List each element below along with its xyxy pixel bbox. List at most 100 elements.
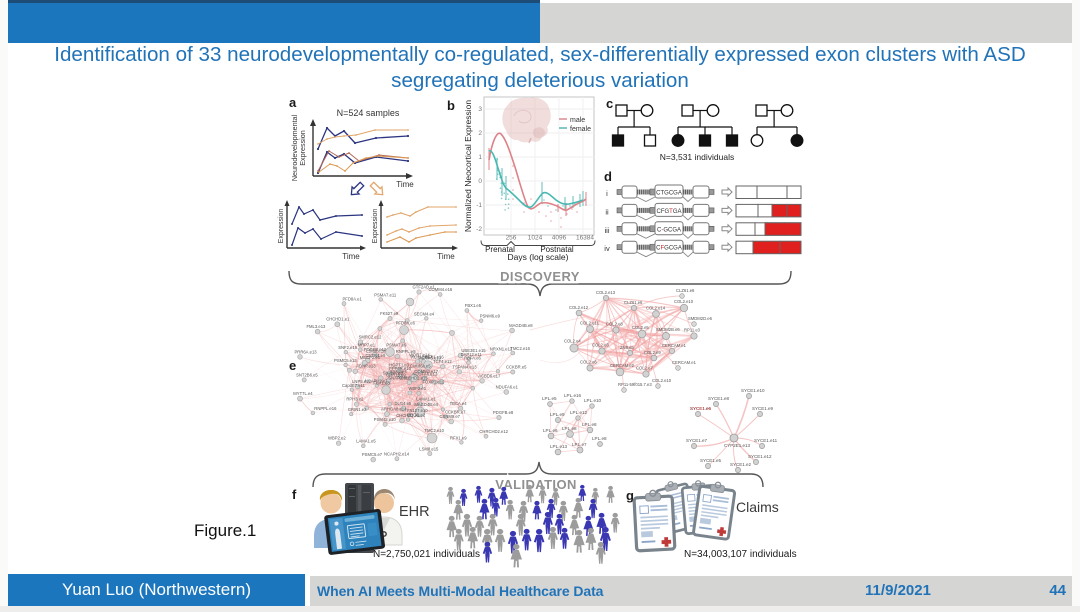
svg-text:PSNM6.e9: PSNM6.e9 (480, 314, 501, 319)
svg-text:DISCOVERY: DISCOVERY (500, 269, 580, 284)
svg-text:WDR7.e14: WDR7.e14 (409, 353, 430, 358)
svg-text:SYN3.e4: SYN3.e4 (390, 369, 407, 374)
svg-text:PDGFB.e12: PDGFB.e12 (364, 347, 387, 352)
svg-text:Neurodevelopmental: Neurodevelopmental (290, 114, 299, 181)
svg-text:SMDM2B.e6: SMDM2B.e6 (656, 327, 680, 332)
svg-text:Claims: Claims (736, 499, 779, 515)
svg-text:RP11.e3: RP11.e3 (684, 328, 701, 333)
svg-text:CHCHD1.e5: CHCHD1.e5 (396, 413, 420, 418)
svg-text:Expression: Expression (298, 130, 307, 166)
svg-text:PSMC5.e7: PSMC5.e7 (362, 452, 383, 457)
svg-text:EHR: EHR (399, 504, 430, 520)
svg-text:COL2.e9: COL2.e9 (644, 350, 661, 355)
svg-text:COL2.e3: COL2.e3 (592, 343, 609, 348)
svg-text:RNPPL.e16: RNPPL.e16 (314, 406, 337, 411)
svg-text:GRIN1.e2: GRIN1.e2 (348, 407, 367, 412)
svg-text:SNAP3.e12: SNAP3.e12 (388, 376, 411, 381)
svg-text:RNPPL.e8: RNPPL.e8 (396, 349, 416, 354)
svg-text:COL2.e6: COL2.e6 (580, 360, 597, 365)
svg-text:ADNP.e13: ADNP.e13 (356, 364, 376, 369)
svg-text:LPL.e8: LPL.e8 (582, 422, 597, 427)
svg-text:PRR6A.e13: PRR6A.e13 (295, 349, 318, 354)
svg-text:CCKBR.e5: CCKBR.e5 (506, 365, 527, 370)
svg-text:-1: -1 (476, 202, 482, 209)
svg-text:RP11-59f015.7.e3: RP11-59f015.7.e3 (618, 382, 652, 387)
svg-text:GTF2AD.e1: GTF2AD.e1 (413, 285, 436, 290)
svg-text:CNTN4.e9: CNTN4.e9 (366, 353, 386, 358)
svg-text:CTGCGA: CTGCGA (656, 191, 682, 197)
svg-text:0: 0 (478, 178, 482, 185)
svg-text:MAGD4B.e4: MAGD4B.e4 (414, 402, 438, 407)
svg-text:LPL.e8: LPL.e8 (592, 436, 607, 441)
svg-text:LPL.e5: LPL.e5 (542, 396, 557, 401)
svg-text:SNT2B6.e5: SNT2B6.e5 (296, 373, 318, 378)
svg-text:CFGTGA: CFGTGA (656, 209, 681, 215)
svg-text:e: e (289, 358, 296, 373)
svg-text:male: male (570, 117, 585, 124)
svg-text:COL2.e4: COL2.e4 (564, 339, 581, 344)
svg-text:PDGFB.e8: PDGFB.e8 (493, 410, 514, 415)
svg-text:LPL.e12: LPL.e12 (570, 410, 588, 415)
svg-text:FK527.e9: FK527.e9 (380, 311, 399, 316)
svg-text:g: g (626, 488, 634, 503)
svg-text:SYCE1.e8: SYCE1.e8 (708, 396, 730, 401)
svg-text:PSMA7.e9: PSMA7.e9 (386, 342, 407, 347)
svg-text:CHCHD1.e1: CHCHD1.e1 (326, 317, 350, 322)
svg-text:COL2.e8: COL2.e8 (606, 322, 623, 327)
svg-text:Expression: Expression (372, 209, 379, 244)
svg-text:SHANK.e8: SHANK.e8 (383, 371, 404, 376)
svg-text:RFX1.e9: RFX1.e9 (450, 435, 467, 440)
svg-text:FML3.e13: FML3.e13 (307, 324, 327, 329)
svg-text:N=34,003,107 individuals: N=34,003,107 individuals (684, 549, 797, 560)
svg-text:-2: -2 (476, 226, 482, 233)
svg-text:PFD8A.e1: PFD8A.e1 (343, 296, 363, 301)
svg-text:CERCAM.e1: CERCAM.e1 (672, 360, 697, 365)
svg-text:CHRCHD2.e15: CHRCHD2.e15 (399, 375, 428, 380)
svg-text:COMM4.e16: COMM4.e16 (429, 287, 453, 292)
svg-text:Time: Time (396, 180, 414, 189)
svg-text:PSMA7.e11: PSMA7.e11 (374, 292, 397, 297)
svg-text:VALIDATION: VALIDATION (495, 477, 577, 492)
svg-text:LPL.e6: LPL.e6 (543, 428, 558, 433)
svg-text:C-GCGA: C-GCGA (657, 227, 681, 233)
svg-text:LPL.e8: LPL.e8 (562, 426, 577, 431)
svg-text:SYCE1.e6: SYCE1.e6 (690, 406, 712, 411)
svg-text:NCAPH2.e7: NCAPH2.e7 (365, 379, 388, 384)
svg-text:Days (log scale): Days (log scale) (508, 252, 569, 262)
svg-text:CCKBR.e7: CCKBR.e7 (445, 410, 466, 415)
svg-text:LAMA1.e5: LAMA1.e5 (356, 439, 376, 444)
svg-text:MECP2.e1: MECP2.e1 (360, 355, 381, 360)
svg-text:SMRC2.e12: SMRC2.e12 (359, 335, 382, 340)
svg-text:iii: iii (605, 226, 610, 235)
svg-text:Normalized Neocortical Express: Normalized Neocortical Expression (463, 100, 473, 233)
svg-text:female: female (570, 126, 591, 133)
svg-text:2: 2 (478, 130, 482, 137)
svg-text:TSPAN4.e13: TSPAN4.e13 (452, 364, 477, 369)
svg-text:FBX1.e5: FBX1.e5 (465, 303, 482, 308)
svg-text:FBX1.e8: FBX1.e8 (373, 381, 390, 386)
svg-text:NDUFA6.e13: NDUFA6.e13 (413, 371, 438, 376)
svg-text:PSMC5.e13: PSMC5.e13 (334, 358, 357, 363)
svg-text:SYCE1.e9: SYCE1.e9 (752, 406, 774, 411)
svg-text:CapdE7.e11: CapdE7.e11 (342, 383, 366, 388)
svg-text:COMM4.e17: COMM4.e17 (414, 369, 438, 374)
svg-text:b: b (447, 98, 455, 113)
svg-text:ARHGA8.e14: ARHGA8.e14 (381, 406, 407, 411)
svg-text:TBCA.e4: TBCA.e4 (450, 401, 468, 406)
svg-text:FOXP1.e11: FOXP1.e11 (423, 379, 445, 384)
svg-text:COL2.e14: COL2.e14 (646, 305, 666, 310)
svg-text:NCAPH2.e14: NCAPH2.e14 (384, 452, 410, 457)
svg-text:Expression: Expression (278, 209, 285, 244)
svg-text:CSNM9.e7: CSNM9.e7 (440, 414, 461, 419)
svg-text:LPL.e9: LPL.e9 (550, 412, 565, 417)
svg-text:LPL.e7: LPL.e7 (572, 442, 587, 447)
svg-text:i: i (606, 189, 608, 198)
svg-text:RPH3.e2: RPH3.e2 (346, 397, 364, 402)
svg-text:3: 3 (478, 106, 482, 113)
svg-text:d: d (604, 169, 612, 184)
svg-text:LPL.e10: LPL.e10 (584, 398, 602, 403)
svg-text:LSM8.e10: LSM8.e10 (366, 349, 386, 354)
svg-text:COL2.e10: COL2.e10 (674, 299, 694, 304)
svg-text:COL2.e13: COL2.e13 (596, 290, 616, 295)
svg-text:PPP6R.e10: PPP6R.e10 (389, 366, 412, 371)
